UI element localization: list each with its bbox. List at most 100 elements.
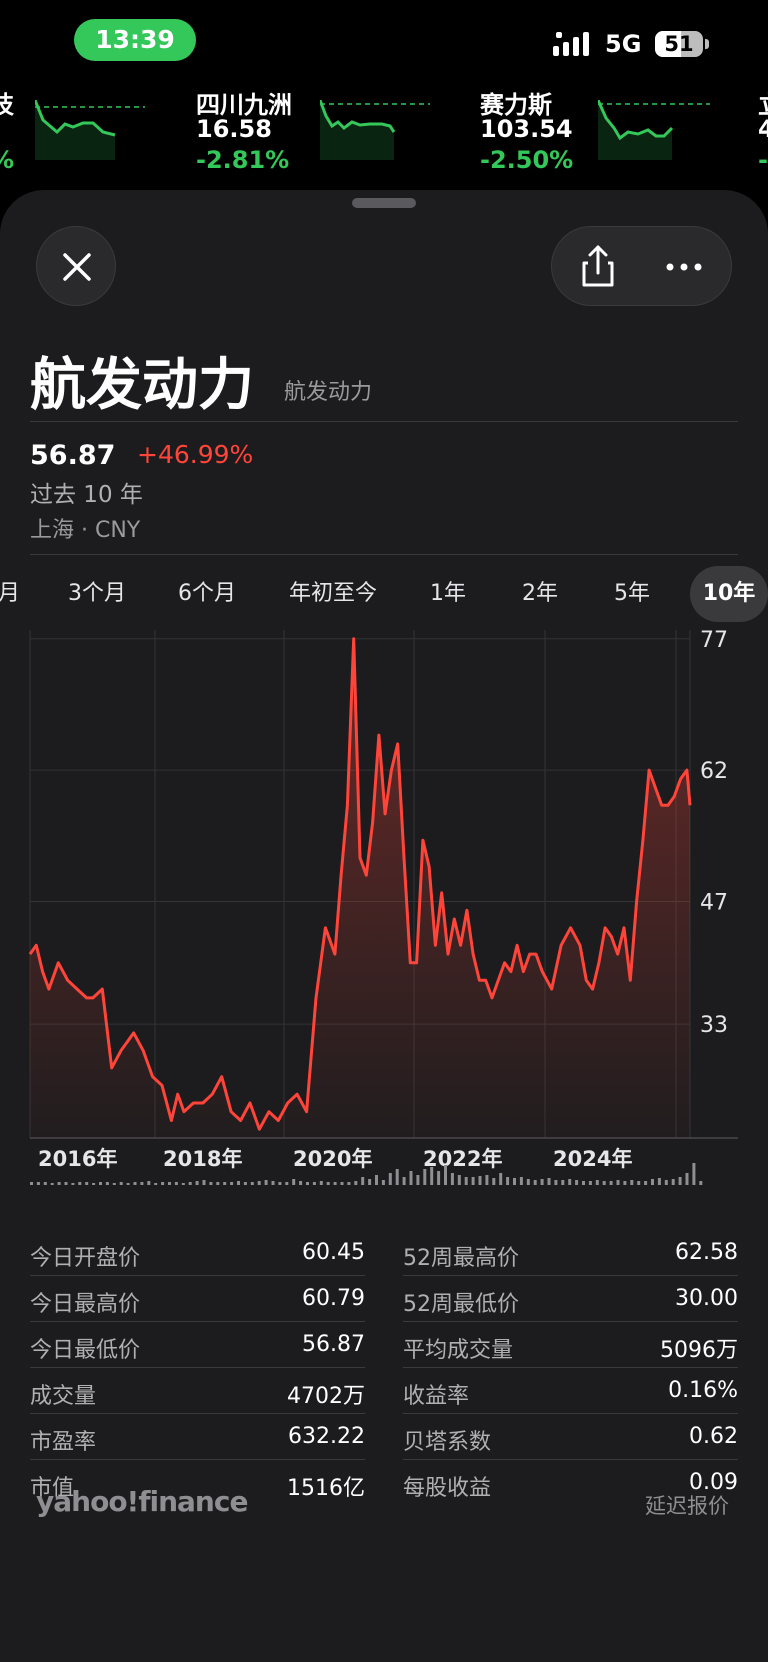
stat-label: 每股收益 <box>403 1476 492 1501</box>
ticker-name: 赛力斯 <box>480 91 552 119</box>
stat-value: 60.45 <box>302 1240 365 1265</box>
battery-level: 51 <box>664 32 694 56</box>
stat-value: 56.87 <box>302 1332 365 1357</box>
volume-bar <box>478 1176 482 1185</box>
volume-bar <box>181 1183 185 1185</box>
volume-bar <box>699 1181 703 1185</box>
x-tick-label: 2020年 <box>293 1147 372 1171</box>
volume-bar <box>664 1180 668 1185</box>
volume-bar <box>464 1177 468 1185</box>
y-tick-label: 77 <box>700 630 728 653</box>
volume-bar <box>292 1179 296 1185</box>
divider <box>30 1367 365 1368</box>
ticker-price: 103.54 <box>480 115 573 143</box>
volume-bar <box>519 1177 523 1185</box>
volume-bar <box>506 1177 510 1185</box>
sheet-grabber[interactable] <box>352 198 416 208</box>
range-10y[interactable]: 10年 <box>690 566 768 622</box>
ticker-item[interactable]: 立 4 - <box>758 80 768 180</box>
volume-bar <box>430 1167 434 1185</box>
volume-bar <box>554 1180 558 1185</box>
volume-bar <box>161 1182 165 1185</box>
divider <box>403 1275 738 1276</box>
sparkline <box>35 100 145 160</box>
divider <box>403 1459 738 1460</box>
close-button[interactable] <box>36 226 116 306</box>
stat-row: 成交量 4702万 <box>30 1368 365 1414</box>
more-icon[interactable] <box>656 239 716 295</box>
volume-bar <box>388 1173 392 1185</box>
ticker-item[interactable]: 赛力斯 103.54 -2.50% <box>480 80 720 180</box>
volume-bar <box>140 1182 144 1185</box>
volume-bar <box>237 1181 240 1185</box>
volume-bar <box>602 1181 606 1185</box>
volume-bar <box>381 1180 385 1185</box>
stat-row: 收益率 0.16% <box>403 1368 738 1414</box>
volume-bar <box>671 1179 675 1185</box>
stat-label: 市盈率 <box>30 1430 97 1455</box>
stat-row: 平均成交量 5096万 <box>403 1322 738 1368</box>
volume-bar <box>112 1183 116 1185</box>
status-time: 13:39 <box>74 19 196 61</box>
stat-value: 0.16% <box>668 1378 738 1403</box>
volume-bar <box>444 1165 447 1185</box>
ticker-item[interactable]: 技 % <box>0 80 150 180</box>
stat-value: 0.62 <box>689 1424 738 1449</box>
volume-bar <box>526 1179 530 1185</box>
volume-bar <box>347 1182 351 1185</box>
network-type: 5G <box>605 30 642 58</box>
volume-bar <box>188 1182 192 1185</box>
x-tick-label: 2018年 <box>163 1147 242 1171</box>
volume-bar <box>319 1181 323 1185</box>
range-1y[interactable]: 1年 <box>430 581 466 606</box>
stock-title: 航发动力 <box>30 353 254 418</box>
ticker-strip[interactable]: 技 % 四川九洲 16.58 -2.81% 赛力斯 103.54 -2.50% … <box>0 80 768 180</box>
signal-icon <box>553 32 589 56</box>
volume-bar <box>437 1171 441 1185</box>
share-icon[interactable] <box>570 239 626 295</box>
volume-bar <box>202 1180 206 1185</box>
volume-bar <box>485 1175 489 1185</box>
range-6m[interactable]: 6个月 <box>178 581 236 606</box>
volume-bar <box>85 1182 89 1185</box>
price-chart[interactable]: 77 62 47 33 2016年 2018年 2020年 2022年 2024年 <box>0 630 768 1205</box>
divider <box>403 1367 738 1368</box>
volume-bar <box>30 1182 33 1185</box>
ticker-change: % <box>0 146 14 174</box>
stat-row: 52周最低价 30.00 <box>403 1276 738 1322</box>
volume-bar <box>250 1182 254 1185</box>
volume-bar <box>64 1182 68 1185</box>
divider <box>30 1413 365 1414</box>
stat-label: 市值 <box>30 1476 75 1501</box>
range-5y[interactable]: 5年 <box>614 581 650 606</box>
sparkline <box>320 100 430 160</box>
stock-subtitle: 航发动力 <box>284 380 373 405</box>
ticker-price: 4 <box>758 115 768 143</box>
y-tick-label: 47 <box>700 891 728 916</box>
period-label: 过去 10 年 <box>30 482 143 508</box>
volume-bar <box>678 1177 682 1185</box>
ticker-item[interactable]: 四川九洲 16.58 -2.81% <box>196 80 436 180</box>
volume-bar <box>471 1177 475 1185</box>
divider <box>30 1321 365 1322</box>
range-1m[interactable]: 月 <box>0 581 20 606</box>
ticker-change: -2.50% <box>480 146 574 174</box>
stat-row: 今日最高价 60.79 <box>30 1276 365 1322</box>
volume-bar <box>561 1180 565 1185</box>
actions-group <box>551 226 732 306</box>
volume-bar <box>168 1182 171 1185</box>
volume-bar <box>513 1178 516 1185</box>
volume-bar <box>50 1183 54 1185</box>
ticker-change: - <box>758 146 768 174</box>
range-2y[interactable]: 2年 <box>522 581 558 606</box>
stat-value: 5096万 <box>660 1338 738 1363</box>
range-ytd[interactable]: 年初至今 <box>288 581 377 606</box>
volume-bar <box>71 1183 75 1185</box>
volume-bar <box>375 1175 378 1185</box>
stat-label: 贝塔系数 <box>403 1430 492 1455</box>
stat-row: 今日开盘价 60.45 <box>30 1230 365 1276</box>
volume-bar <box>285 1182 289 1185</box>
range-3m[interactable]: 3个月 <box>68 581 126 606</box>
stat-label: 52周最低价 <box>403 1292 519 1317</box>
volume-bar <box>312 1182 316 1185</box>
